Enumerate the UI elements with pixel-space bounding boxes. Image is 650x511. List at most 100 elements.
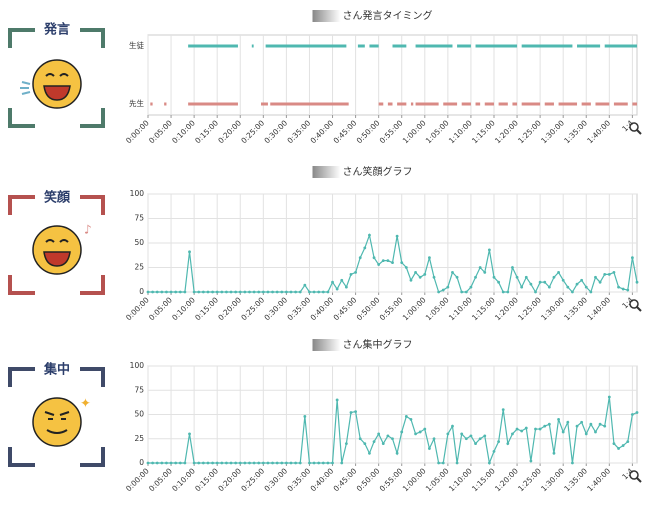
data-point [414,271,417,274]
data-point [312,461,316,465]
speech-segment [512,102,518,106]
speech-segment [521,44,573,48]
speech-panel: 発言 [8,22,105,128]
data-point [464,437,468,441]
x-tick-label: 0:30:00 [262,295,289,322]
face-icon [32,59,82,109]
data-point [284,290,288,294]
data-point [409,278,413,282]
x-tick-label: 1:25:00 [516,295,543,322]
data-point [275,290,279,294]
chart-title: さん笑顔グラフ [343,165,413,178]
data-point [515,427,519,431]
data-point [368,451,371,455]
speech-segment [164,102,167,106]
data-point [238,461,242,465]
data-point [220,290,224,294]
data-point [483,434,487,438]
speech-segment [415,102,439,106]
data-point [497,440,501,444]
speech-segment [475,44,518,48]
data-point [271,290,274,294]
data-point [183,461,187,465]
svg-text:✦: ✦ [80,397,91,412]
data-point [289,290,293,294]
data-point [621,287,625,291]
data-point [552,275,556,279]
data-point [308,461,311,465]
data-point [372,440,376,444]
data-point [151,461,155,465]
data-point [261,290,265,294]
data-point [469,285,473,289]
data-point [206,290,210,294]
data-point [340,278,344,282]
zoom-icon [629,470,639,480]
x-tick-label: 0:25:00 [239,118,266,145]
data-point [266,290,270,294]
data-point [358,437,362,441]
x-tick-label: 1:20:00 [493,466,520,493]
speech-segment [443,102,458,106]
data-point [409,417,413,421]
data-point [474,442,477,445]
x-tick-label: 1:00:00 [401,295,428,322]
x-tick-label: 1:00:00 [401,466,428,493]
redacted-name [312,339,341,351]
chart-title: さん発言タイミング [343,9,433,22]
x-tick-label: 1:20:00 [493,118,520,145]
zoom-icon [629,299,639,309]
speech-segment [461,102,471,106]
x-tick-label: 0:50:00 [355,118,382,145]
data-point [543,280,547,284]
data-point [487,461,491,465]
data-point [464,290,468,294]
zoom-handle [636,129,642,135]
data-point [358,256,362,260]
data-point [252,290,256,294]
data-point [487,248,491,252]
y-tick-label: 75 [134,385,144,394]
data-point [469,434,473,438]
data-point [335,287,339,291]
data-point [635,411,639,414]
data-point [534,427,537,431]
x-tick-label: 0:45:00 [332,466,359,493]
data-point [414,432,417,436]
data-point [211,290,214,294]
data-point [451,424,454,428]
zoom-handle [636,306,642,312]
data-point [294,290,298,294]
x-tick-label: 1:25:00 [516,466,543,493]
data-point [612,442,616,445]
x-tick-label: 0:00:00 [124,466,151,493]
x-tick-label: 1:30:00 [539,295,566,322]
data-point [478,437,482,441]
data-point [432,275,436,279]
data-point [349,411,353,414]
data-point [243,290,247,294]
x-tick-label: 0:30:00 [262,118,289,145]
redacted-name [312,166,341,178]
x-tick-label: 0:00:00 [124,295,151,322]
data-point [400,430,404,434]
data-point [446,285,450,289]
data-point [524,426,528,430]
x-tick-label: 1:00:00 [401,118,428,145]
speech-segment [475,102,481,106]
data-point [630,256,634,260]
data-point [192,290,196,294]
data-point [529,282,533,286]
data-point [197,290,201,294]
x-tick-label: 1:25:00 [516,118,543,145]
data-point [289,461,293,465]
data-point [538,280,542,284]
frame [8,367,105,467]
data-point [188,432,191,436]
speech-segment [613,102,628,106]
data-point [437,461,441,465]
x-tick-label: 1:40:00 [585,295,612,322]
face-icon [32,397,82,447]
speech-segment [632,102,637,106]
data-point [257,461,261,465]
